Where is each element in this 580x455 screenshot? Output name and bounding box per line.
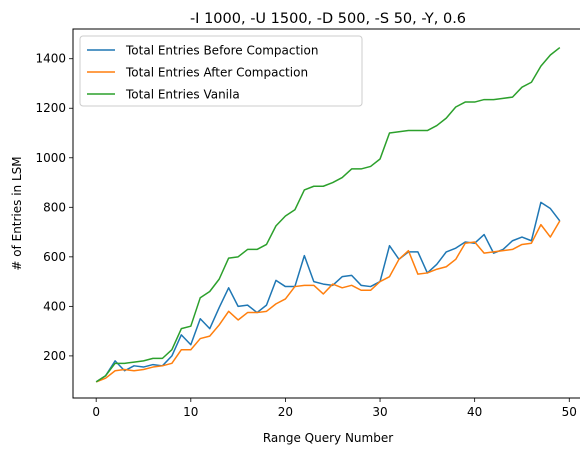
plot-lines	[95, 46, 561, 383]
y-tick-label: 1400	[35, 52, 66, 66]
legend-box	[79, 35, 363, 107]
series-line-3	[95, 46, 561, 383]
x-tick-label: 20	[278, 405, 293, 419]
y-tick-label: 1200	[35, 101, 66, 115]
y-axis-label: # of Entries in LSM	[10, 156, 24, 270]
x-axis-label: Range Query Number	[263, 431, 393, 445]
y-axis: 200 400 600 800 1000 1200 1400	[35, 52, 73, 363]
y-tick-label: 800	[43, 200, 66, 214]
series-line-2	[95, 220, 561, 383]
legend: Total Entries Before Compaction Total Ent…	[79, 35, 363, 107]
y-tick-label: 200	[43, 349, 66, 363]
x-tick-label: 50	[562, 405, 577, 419]
x-tick-label: 30	[372, 405, 387, 419]
legend-label-2: Total Entries After Compaction	[125, 66, 308, 80]
x-tick-label: 10	[183, 405, 198, 419]
legend-label-3: Total Entries Vanila	[125, 88, 240, 102]
y-tick-label: 400	[43, 299, 66, 313]
y-tick-label: 600	[43, 250, 66, 264]
y-tick-label: 1000	[35, 151, 66, 165]
x-axis: 0 10 20 30 40 50	[92, 398, 577, 419]
x-tick-label: 0	[92, 405, 100, 419]
legend-label-1: Total Entries Before Compaction	[125, 44, 318, 58]
series-line-1	[95, 201, 561, 383]
plot-frame	[72, 28, 580, 399]
x-tick-label: 40	[467, 405, 482, 419]
chart-title: -I 1000, -U 1500, -D 500, -S 50, -Y, 0.6	[190, 11, 466, 27]
